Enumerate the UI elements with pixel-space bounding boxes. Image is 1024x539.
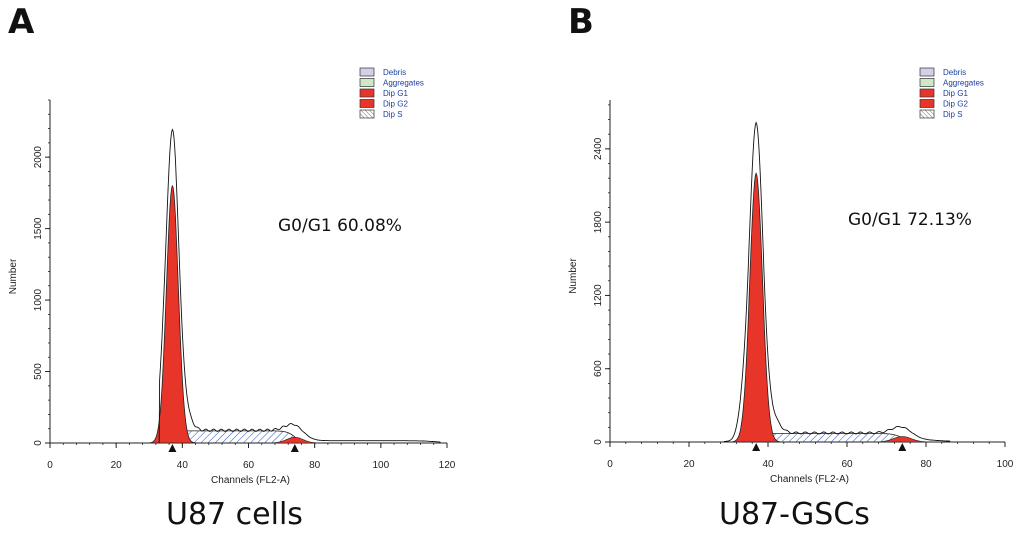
legend-aggregates-swatch [359,78,375,87]
y-tick-label: 500 [33,363,44,380]
x-tick-label: 60 [841,459,853,470]
legend-dip-g2-swatch [359,99,375,108]
g2-peak [261,437,328,444]
y-tick-label: 1500 [33,217,44,240]
x-tick-label: 0 [47,460,53,471]
g1-percentage-annotation: G0/G1 72.13% [848,210,972,230]
x-tick-label: 20 [683,459,695,470]
histogram-outline [724,121,951,443]
x-tick-label: 40 [762,459,774,470]
caption-u87-gscs: U87-GSCs [719,497,870,532]
legend-dip-s-label: Dip S [383,110,403,119]
x-tick-label: 100 [997,459,1014,470]
peak-marker-icon [898,443,907,451]
legend-debris-label: Debris [943,68,966,77]
x-axis-title: Channels (FL2-A) [211,475,290,486]
x-tick-label: 80 [920,459,932,470]
g1-peak [727,172,785,443]
legend-dip-g1-swatch [359,88,375,98]
g1-peak [145,184,200,444]
y-tick-label: 600 [593,360,604,377]
y-tick-label: 0 [593,439,604,445]
peak-marker-icon [290,444,299,452]
y-axis-title: Number [8,258,19,294]
y-axis-title: Number [568,258,579,294]
x-tick-label: 60 [243,460,255,471]
y-tick-label: 1800 [593,211,604,234]
peak-marker-icon [168,444,177,452]
legend-aggregates-label: Aggregates [943,79,984,88]
legend-dip-s-swatch [919,109,935,119]
legend-dip-g2-label: Dip G2 [383,100,408,109]
caption-u87-cells: U87 cells [166,497,303,532]
legend-dip-g2-label: Dip G2 [943,100,968,109]
g2-peak [865,436,939,443]
peak-marker-icon [752,443,761,451]
legend-dip-s-swatch [359,109,375,119]
legend-dip-g1-label: Dip G1 [943,89,968,98]
x-tick-label: 40 [177,460,189,471]
y-tick-label: 1000 [33,289,44,312]
chart-u87-cells: 0 500 1000 1500 2000 0 20 40 60 80 100 120 Channels … [8,67,456,486]
x-tick-label: 20 [111,460,123,471]
legend-aggregates-swatch [919,78,935,87]
x-axis-title: Channels (FL2-A) [770,474,849,485]
y-tick-label: 1200 [593,284,604,307]
legend-debris-label: Debris [383,68,406,77]
g1-percentage-annotation: G0/G1 60.08% [278,216,402,236]
panel-label-b: B [568,2,594,42]
chart-u87-gscs: 0 600 1200 1800 2400 0 20 40 60 80 100 Channels (FL… [568,67,1014,485]
x-tick-label: 120 [439,460,456,471]
y-tick-label: 2400 [593,137,604,160]
x-tick-label: 100 [372,460,389,471]
legend-debris-swatch [919,67,935,77]
x-tick-label: 80 [309,460,321,471]
legend-debris-swatch [359,67,375,77]
panel-label-a: A [8,2,35,42]
x-tick-label: 0 [607,459,613,470]
histogram-outline [158,128,441,444]
y-tick-label: 2000 [33,146,44,169]
y-tick-label: 0 [33,440,44,446]
legend-aggregates-label: Aggregates [383,79,424,88]
legend-dip-g1-label: Dip G1 [383,89,408,98]
legend-dip-g2-swatch [919,99,935,108]
legend-dip-g1-swatch [919,88,935,98]
legend-dip-s-label: Dip S [943,110,963,119]
